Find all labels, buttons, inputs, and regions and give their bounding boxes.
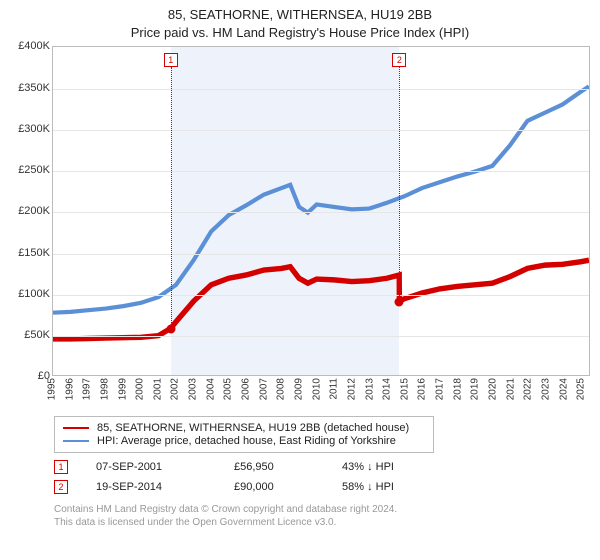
x-tick-label: 2008 [276, 378, 287, 400]
x-tick-label: 2024 [558, 378, 569, 400]
x-tick-label: 2016 [417, 378, 428, 400]
legend-swatch [63, 427, 89, 429]
x-tick-label: 2014 [382, 378, 393, 400]
y-axis: £0£50K£100K£150K£200K£250K£300K£350K£400… [10, 46, 52, 376]
x-tick-label: 1997 [82, 378, 93, 400]
gridline [53, 254, 589, 255]
x-tick-label: 2002 [170, 378, 181, 400]
gridline [53, 130, 589, 131]
legend-label: HPI: Average price, detached house, East… [97, 435, 396, 447]
x-tick-label: 1996 [64, 378, 75, 400]
footer-line-2: This data is licensed under the Open Gov… [54, 516, 590, 529]
sales-price: £90,000 [234, 481, 314, 493]
x-tick-label: 2015 [399, 378, 410, 400]
y-tick-label: £350K [18, 82, 50, 94]
event-marker-1: 1 [164, 53, 178, 67]
x-tick-label: 2004 [205, 378, 216, 400]
legend-item: HPI: Average price, detached house, East… [63, 435, 425, 447]
x-tick-label: 2011 [329, 378, 340, 400]
x-tick-label: 2000 [135, 378, 146, 400]
y-tick-label: £100K [18, 288, 50, 300]
x-tick-label: 2023 [540, 378, 551, 400]
x-tick-label: 2018 [452, 378, 463, 400]
x-tick-label: 2019 [470, 378, 481, 400]
series-property [53, 261, 589, 340]
legend-item: 85, SEATHORNE, WITHERNSEA, HU19 2BB (det… [63, 422, 425, 434]
y-tick-label: £300K [18, 123, 50, 135]
x-tick-label: 2012 [346, 378, 357, 400]
x-axis: 1995199619971998199920002001200220032004… [52, 378, 590, 406]
sales-pct: 58% ↓ HPI [342, 481, 442, 493]
legend: 85, SEATHORNE, WITHERNSEA, HU19 2BB (det… [54, 416, 434, 453]
sales-marker: 2 [54, 480, 68, 494]
event-marker-line [399, 67, 400, 301]
gridline [53, 212, 589, 213]
x-tick-label: 2001 [152, 378, 163, 400]
sales-price: £56,950 [234, 461, 314, 473]
y-tick-label: £250K [18, 164, 50, 176]
legend-label: 85, SEATHORNE, WITHERNSEA, HU19 2BB (det… [97, 422, 409, 434]
gridline [53, 171, 589, 172]
sales-pct: 43% ↓ HPI [342, 461, 442, 473]
gridline [53, 336, 589, 337]
title-subtitle: Price paid vs. HM Land Registry's House … [10, 24, 590, 42]
line-series [53, 47, 589, 375]
sales-date: 07-SEP-2001 [96, 461, 206, 473]
sales-row: 1 07-SEP-2001 £56,950 43% ↓ HPI [54, 457, 590, 477]
sales-row: 2 19-SEP-2014 £90,000 58% ↓ HPI [54, 477, 590, 497]
footer: Contains HM Land Registry data © Crown c… [54, 503, 590, 529]
event-marker-line [171, 67, 172, 328]
x-tick-label: 1999 [117, 378, 128, 400]
event-marker-2: 2 [392, 53, 406, 67]
sales-date: 19-SEP-2014 [96, 481, 206, 493]
event-dot-2 [395, 297, 404, 306]
price-chart: £0£50K£100K£150K£200K£250K£300K£350K£400… [10, 46, 590, 406]
x-tick-label: 1998 [99, 378, 110, 400]
y-tick-label: £150K [18, 247, 50, 259]
x-tick-label: 2003 [188, 378, 199, 400]
x-tick-label: 2009 [293, 378, 304, 400]
x-tick-label: 2005 [223, 378, 234, 400]
sales-marker: 1 [54, 460, 68, 474]
plot-area: 12 [52, 46, 590, 376]
gridline [53, 89, 589, 90]
x-tick-label: 2013 [364, 378, 375, 400]
footer-line-1: Contains HM Land Registry data © Crown c… [54, 503, 590, 516]
event-dot-1 [166, 324, 175, 333]
legend-swatch [63, 440, 89, 442]
y-tick-label: £50K [24, 329, 50, 341]
y-tick-label: £200K [18, 205, 50, 217]
x-tick-label: 2006 [241, 378, 252, 400]
title-address: 85, SEATHORNE, WITHERNSEA, HU19 2BB [10, 6, 590, 24]
x-tick-label: 1995 [47, 378, 58, 400]
chart-title: 85, SEATHORNE, WITHERNSEA, HU19 2BB Pric… [10, 6, 590, 42]
x-tick-label: 2020 [487, 378, 498, 400]
gridline [53, 295, 589, 296]
sales-table: 1 07-SEP-2001 £56,950 43% ↓ HPI 2 19-SEP-2014… [54, 457, 590, 497]
x-tick-label: 2021 [505, 378, 516, 400]
x-tick-label: 2010 [311, 378, 322, 400]
y-tick-label: £400K [18, 40, 50, 52]
x-tick-label: 2017 [435, 378, 446, 400]
x-tick-label: 2022 [523, 378, 534, 400]
x-tick-label: 2025 [576, 378, 587, 400]
x-tick-label: 2007 [258, 378, 269, 400]
